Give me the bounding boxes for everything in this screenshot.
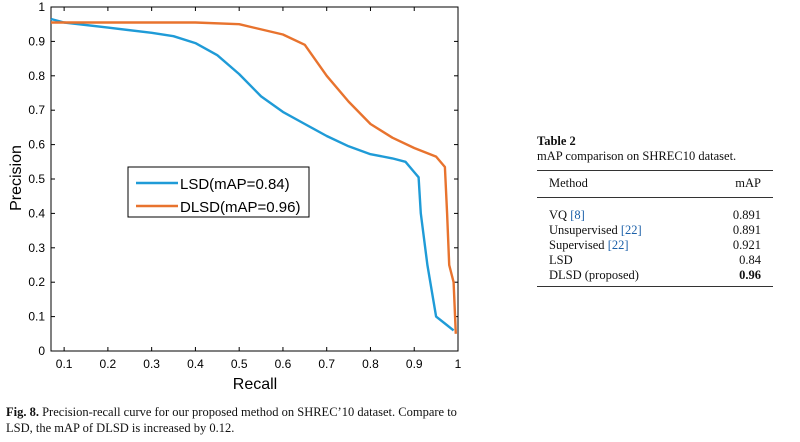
method-cell: DLSD (proposed): [537, 268, 700, 287]
x-tick-label: 0.6: [275, 357, 292, 371]
x-tick-label: 0.1: [56, 357, 73, 371]
table-header-row: Method mAP: [537, 170, 773, 198]
map-comparison-table: Method mAP VQ [8] 0.891 Unsupervised [22…: [537, 170, 773, 287]
y-tick-label: 0.3: [28, 241, 45, 255]
legend-box: [127, 166, 310, 218]
y-tick-label: 0.2: [28, 275, 45, 289]
x-tick-label: 1: [455, 357, 462, 371]
y-tick-label: 0.9: [28, 34, 45, 48]
table-row: DLSD (proposed) 0.96: [537, 268, 773, 287]
table-label: Table 2: [537, 134, 576, 148]
header-method: Method: [549, 176, 588, 190]
y-tick-label: 1: [38, 0, 45, 14]
reference-link[interactable]: [22]: [620, 223, 642, 237]
table-row: LSD 0.84: [537, 253, 773, 268]
method-cell: Supervised [22]: [537, 238, 700, 253]
method-name: Unsupervised: [549, 223, 618, 237]
method-name: Supervised: [549, 238, 605, 252]
x-tick-label: 0.2: [100, 357, 117, 371]
y-axis-label: Precision: [8, 145, 25, 211]
map-cell-best: 0.96: [739, 268, 761, 282]
legend-label-dlsd: DLSD(mAP=0.96): [180, 199, 300, 216]
lsd-curve: [50, 17, 455, 332]
map-cell: 0.891: [732, 208, 761, 222]
map-cell: 0.891: [732, 223, 761, 237]
reference-link[interactable]: [22]: [607, 238, 629, 252]
method-name: LSD: [549, 253, 573, 267]
map-cell: 0.921: [732, 238, 761, 252]
method-cell: LSD: [537, 253, 700, 268]
x-tick-label: 0.9: [406, 357, 423, 371]
method-name: VQ: [549, 208, 568, 222]
table-row: VQ [8] 0.891: [537, 198, 773, 224]
figure-caption: Fig. 8. Precision-recall curve for our p…: [6, 404, 468, 436]
x-tick-label: 0.5: [231, 357, 248, 371]
legend: LSD(mAP=0.84) DLSD(mAP=0.96): [127, 166, 310, 218]
table-caption: mAP comparison on SHREC10 dataset.: [537, 149, 737, 163]
y-tick-label: 0.8: [28, 69, 45, 83]
header-map: mAP: [735, 176, 761, 190]
x-tick-label: 0.8: [362, 357, 379, 371]
legend-label-lsd: LSD(mAP=0.84): [180, 176, 290, 193]
x-tick-label: 0.7: [318, 357, 335, 371]
table-row: Supervised [22] 0.921: [537, 238, 773, 253]
y-tick-label: 0: [38, 344, 45, 358]
y-tick-label: 0.5: [28, 172, 45, 186]
x-tick-label: 0.4: [187, 357, 204, 371]
x-axis-label: Recall: [233, 376, 277, 393]
y-tick-label: 0.6: [28, 138, 45, 152]
reference-link[interactable]: [8]: [570, 208, 585, 222]
map-cell: 0.84: [739, 253, 761, 267]
dlsd-curve: [51, 21, 457, 334]
y-tick-label: 0.7: [28, 103, 45, 117]
table-2: Table 2 mAP comparison on SHREC10 datase…: [537, 134, 773, 287]
table-row: Unsupervised [22] 0.891: [537, 223, 773, 238]
method-cell: Unsupervised [22]: [537, 223, 700, 238]
y-tick-label: 0.4: [28, 206, 45, 220]
figure-caption-text: Precision-recall curve for our proposed …: [6, 405, 457, 435]
method-name: DLSD (proposed): [549, 268, 639, 282]
x-tick-label: 0.3: [143, 357, 160, 371]
y-tick-label: 0.1: [28, 310, 45, 324]
method-cell: VQ [8]: [537, 198, 700, 224]
precision-recall-chart: 0.1 0.2 0.3 0.4 0.5 0.6 0.7 0.8 0.9 1 0 0.1 0.2 0.3 0.…: [8, 0, 462, 393]
figure-label: Fig. 8.: [6, 405, 39, 419]
